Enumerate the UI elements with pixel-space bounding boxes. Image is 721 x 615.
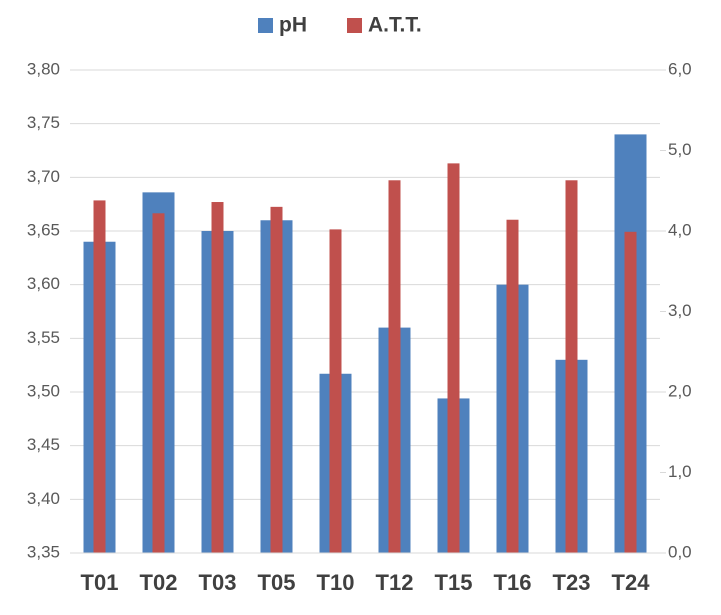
legend-label: A.T.T. — [368, 14, 422, 37]
bar — [270, 206, 283, 553]
y2-tick-label: 1,0 — [668, 462, 692, 481]
x-tick-label: T03 — [199, 570, 237, 595]
legend-swatch — [347, 18, 362, 33]
y-tick-label: 3,70 — [27, 167, 60, 186]
y-tick-label: 3,55 — [27, 328, 60, 347]
bar — [565, 180, 578, 553]
y2-tick-label: 3,0 — [668, 301, 692, 320]
y-tick-label: 3,45 — [27, 435, 60, 454]
y2-tick-label: 4,0 — [668, 220, 692, 239]
y-tick-label: 3,60 — [27, 274, 60, 293]
x-tick-label: T05 — [258, 570, 296, 595]
x-tick-label: T15 — [435, 570, 473, 595]
x-tick-label: T02 — [140, 570, 178, 595]
bar — [93, 200, 106, 553]
legend-swatch — [258, 18, 273, 33]
y-tick-label: 3,80 — [27, 59, 60, 78]
y-tick-label: 3,75 — [27, 113, 60, 132]
bar — [329, 229, 342, 553]
x-tick-label: T23 — [553, 570, 591, 595]
bar — [624, 231, 637, 553]
y2-tick-label: 5,0 — [668, 140, 692, 159]
legend-label: pH — [279, 14, 307, 37]
x-tick-label: T16 — [494, 570, 532, 595]
x-tick-label: T24 — [612, 570, 651, 595]
bar — [211, 202, 224, 553]
bar — [388, 180, 401, 553]
y2-tick-label: 6,0 — [668, 59, 692, 78]
y-tick-label: 3,65 — [27, 220, 60, 239]
x-tick-label: T12 — [376, 570, 414, 595]
bar — [447, 163, 460, 553]
bar — [152, 213, 165, 554]
bar — [506, 219, 519, 554]
x-tick-label: T10 — [317, 570, 355, 595]
y-tick-label: 3,50 — [27, 381, 60, 400]
y2-tick-label: 2,0 — [668, 381, 692, 400]
y-tick-label: 3,40 — [27, 489, 60, 508]
x-tick-label: T01 — [81, 570, 119, 595]
y-tick-label: 3,35 — [27, 542, 60, 561]
y2-tick-label: 0,0 — [668, 542, 692, 561]
